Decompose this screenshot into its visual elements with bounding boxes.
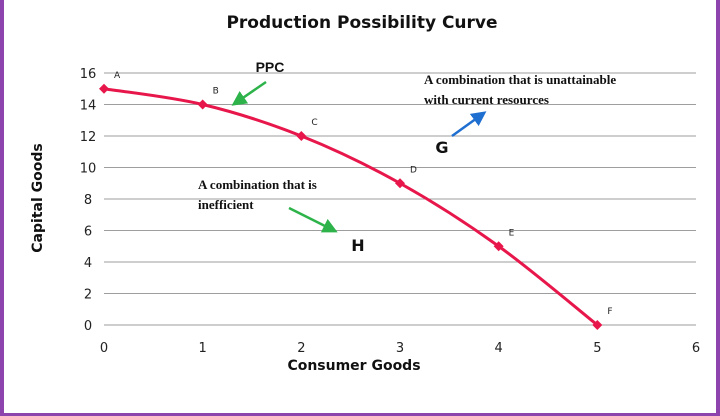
point-d-marker xyxy=(395,178,405,189)
y-tick-0: 0 xyxy=(84,319,92,334)
unattainable-line-1: A combination that is unattainable xyxy=(424,72,616,87)
y-tick-2: 2 xyxy=(84,288,92,303)
x-tick-6: 6 xyxy=(692,341,700,356)
ppc-arrow xyxy=(231,80,267,106)
grid-lines xyxy=(104,72,696,326)
curve-points: A B C D E F xyxy=(99,71,613,330)
x-tick-1: 1 xyxy=(199,341,207,356)
point-e-label: E xyxy=(509,228,515,238)
y-tick-6: 6 xyxy=(84,225,92,240)
chart-title: Production Possibility Curve xyxy=(226,13,497,33)
point-f-marker xyxy=(592,320,603,330)
point-c-label: C xyxy=(311,118,317,128)
point-b-marker xyxy=(197,99,208,110)
x-tick-labels: 0 1 2 3 4 5 6 xyxy=(100,341,700,356)
ppc-label: PPC xyxy=(256,59,285,75)
point-f-label: F xyxy=(607,307,612,317)
point-e-marker xyxy=(493,241,504,252)
h-arrow xyxy=(288,206,338,233)
point-h-label: H xyxy=(351,236,364,255)
x-axis-label: Consumer Goods xyxy=(287,358,420,374)
point-d-label: D xyxy=(410,165,417,175)
ppc-chart: Production Possibility Curve 02468101214… xyxy=(30,13,700,374)
x-tick-4: 4 xyxy=(495,341,503,356)
point-a-label: A xyxy=(114,71,121,81)
inefficient-line-1: A combination that is xyxy=(198,177,317,192)
y-axis-label: Capital Goods xyxy=(30,143,46,252)
y-tick-10: 10 xyxy=(80,162,97,177)
x-tick-0: 0 xyxy=(100,341,108,356)
point-a-marker xyxy=(99,83,109,94)
y-tick-16: 16 xyxy=(80,67,97,82)
y-tick-labels: 0 2 4 6 8 10 12 14 16 xyxy=(80,67,97,334)
x-tick-2: 2 xyxy=(297,341,305,356)
unattainable-line-2: with current resources xyxy=(424,92,549,107)
inefficient-line-2: inefficient xyxy=(198,197,254,212)
x-tick-3: 3 xyxy=(396,341,404,356)
point-c-marker xyxy=(296,131,307,141)
y-tick-8: 8 xyxy=(84,193,92,208)
point-g-label: G xyxy=(435,138,448,157)
y-tick-12: 12 xyxy=(80,130,97,145)
y-tick-4: 4 xyxy=(84,256,92,271)
g-arrow xyxy=(451,111,487,138)
ppc-curve xyxy=(103,87,599,327)
x-tick-5: 5 xyxy=(593,341,601,356)
y-tick-14: 14 xyxy=(80,99,97,114)
point-b-label: B xyxy=(213,87,219,97)
